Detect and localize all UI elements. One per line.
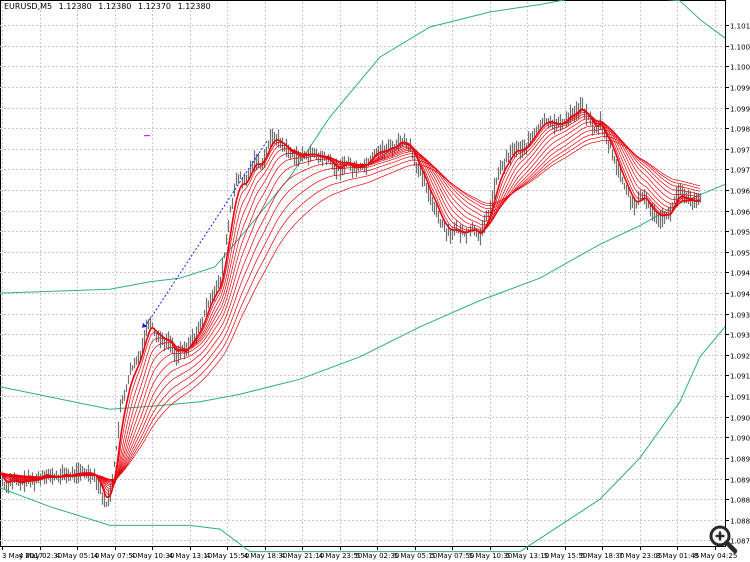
y-tick-label: 1.09575 bbox=[730, 229, 750, 237]
y-tick-label: 1.09025 bbox=[730, 435, 750, 443]
y-tick-label: 1.10015 bbox=[730, 64, 750, 72]
y-tick-label: 1.08805 bbox=[730, 518, 750, 526]
y-tick-label: 1.09465 bbox=[730, 270, 750, 278]
ma-ribbon-line bbox=[0, 139, 701, 480]
symbol-timeframe: EURUSD,M5 bbox=[4, 2, 53, 11]
x-tick-label: 4 May 10:30 bbox=[131, 552, 175, 560]
x-tick-label: 4 May 07:50 bbox=[94, 552, 138, 560]
x-tick-label: 4 May 13:10 bbox=[169, 552, 213, 560]
ma-ribbon-line bbox=[0, 118, 701, 486]
chart-header: EURUSD,M5 1.12380 1.12380 1.12370 1.1238… bbox=[4, 2, 215, 11]
x-tick-label: 8 May 04:25 bbox=[694, 552, 738, 560]
y-tick-label: 1.09520 bbox=[730, 250, 750, 258]
y-tick-label: 1.09190 bbox=[730, 373, 750, 381]
trend-line bbox=[144, 139, 269, 328]
x-tick-label: 7 May 23:05 bbox=[619, 552, 663, 560]
y-tick-label: 1.09410 bbox=[730, 291, 750, 299]
y-tick-label: 1.10125 bbox=[730, 23, 750, 31]
x-tick-label: 5 May 10:30 bbox=[469, 552, 513, 560]
x-tick-label: 5 May 05:10 bbox=[394, 552, 438, 560]
envelope-middle-line bbox=[0, 183, 726, 410]
y-tick-label: 1.09850 bbox=[730, 126, 750, 134]
x-tick-label: 3 May 2017 bbox=[2, 552, 43, 560]
y-tick-label: 1.09685 bbox=[730, 188, 750, 196]
quote-open: 1.12380 bbox=[58, 2, 92, 11]
x-tick-label: 4 May 02:30 bbox=[19, 552, 63, 560]
y-tick-label: 1.09300 bbox=[730, 332, 750, 340]
y-tick-label: 1.09795 bbox=[730, 147, 750, 155]
y-tick-label: 1.09630 bbox=[730, 209, 750, 217]
plot-frame bbox=[0, 0, 726, 547]
x-tick-label: 4 May 23:50 bbox=[319, 552, 363, 560]
ma-ribbon-line bbox=[0, 115, 701, 487]
x-tick-label: 5 May 13:10 bbox=[506, 552, 550, 560]
envelope-lower-line bbox=[0, 326, 726, 553]
x-tick-label: 5 May 18:30 bbox=[581, 552, 625, 560]
x-tick-label: 4 May 21:10 bbox=[281, 552, 325, 560]
y-tick-label: 1.09080 bbox=[730, 415, 750, 423]
ma-ribbon-line bbox=[0, 132, 701, 481]
trend-line-arrow bbox=[142, 322, 147, 328]
x-tick-label: 4 May 05:10 bbox=[56, 552, 100, 560]
envelope-upper-line bbox=[0, 0, 726, 294]
y-tick-label: 1.08750 bbox=[730, 538, 750, 546]
magnifier-plus-icon bbox=[709, 525, 738, 554]
y-tick-label: 1.09135 bbox=[730, 394, 750, 402]
y-tick-label: 1.09740 bbox=[730, 167, 750, 175]
quote-high: 1.12380 bbox=[98, 2, 132, 11]
ma-ribbon-line bbox=[0, 121, 700, 484]
y-tick-label: 1.09905 bbox=[730, 106, 750, 114]
quote-close: 1.12380 bbox=[177, 2, 211, 11]
y-tick-label: 1.08970 bbox=[730, 456, 750, 464]
x-tick-label: 4 May 18:30 bbox=[244, 552, 288, 560]
y-tick-label: 1.10070 bbox=[730, 44, 750, 52]
y-tick-label: 1.09245 bbox=[730, 353, 750, 361]
ma-ribbon-line bbox=[0, 129, 701, 482]
y-tick-label: 1.08915 bbox=[730, 477, 750, 485]
y-tick-label: 1.09355 bbox=[730, 312, 750, 320]
y-tick-label: 1.09960 bbox=[730, 85, 750, 93]
x-tick-label: 8 May 01:45 bbox=[656, 552, 700, 560]
x-tick-label: 4 May 15:50 bbox=[206, 552, 250, 560]
x-tick-label: 5 May 07:50 bbox=[431, 552, 475, 560]
x-tick-label: 5 May 15:50 bbox=[544, 552, 588, 560]
x-tick-label: 5 May 02:30 bbox=[356, 552, 400, 560]
zoom-button[interactable] bbox=[708, 524, 738, 554]
y-tick-label: 1.08860 bbox=[730, 497, 750, 505]
quote-low: 1.12370 bbox=[137, 2, 172, 11]
